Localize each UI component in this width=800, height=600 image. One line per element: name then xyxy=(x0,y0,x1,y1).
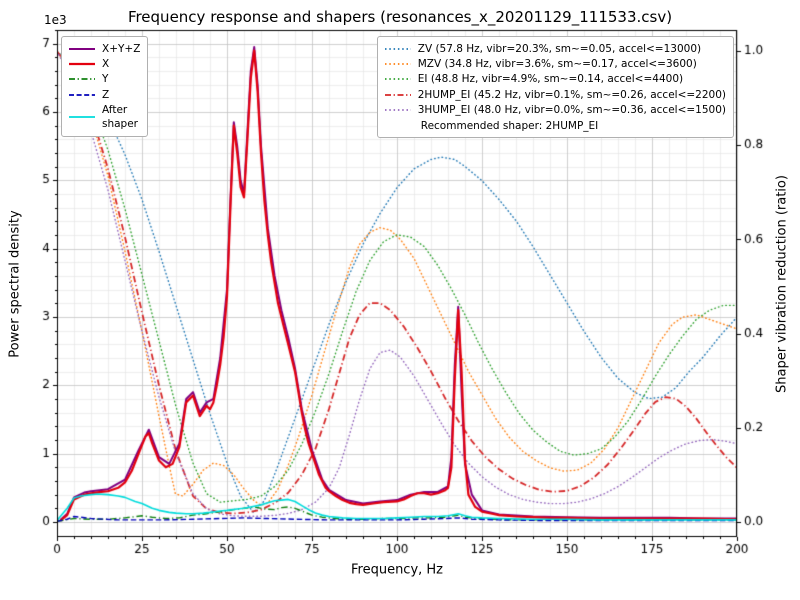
legend-item-mzv: MZV (34.8 Hz, vibr=3.6%, sm~=0.17, accel… xyxy=(384,57,726,71)
legend-right: ZV (57.8 Hz, vibr=20.3%, sm~=0.05, accel… xyxy=(376,36,734,139)
legend-item-label: MZV (34.8 Hz, vibr=3.6%, sm~=0.17, accel… xyxy=(417,58,697,71)
legend-item-label: 2HUMP_EI (45.2 Hz, vibr=0.1%, sm~=0.26, … xyxy=(417,88,726,101)
chart-title: Frequency response and shapers (resonanc… xyxy=(127,8,673,26)
legend-line-sample xyxy=(384,48,411,50)
legend-line-sample xyxy=(69,78,95,81)
legend-item-zv: ZV (57.8 Hz, vibr=20.3%, sm~=0.05, accel… xyxy=(384,42,726,56)
legend-item-xyz: X+Y+Z xyxy=(68,42,140,56)
legend-item-label: After shaper xyxy=(102,103,139,130)
legend-recommended-note: Recommended shaper: 2HUMP_EI xyxy=(420,119,599,132)
legend-right-rows: ZV (57.8 Hz, vibr=20.3%, sm~=0.05, accel… xyxy=(384,42,726,117)
legend-line-sample xyxy=(384,63,411,66)
legend-item-3hump-ei: 3HUMP_EI (48.0 Hz, vibr=0.0%, sm~=0.36, … xyxy=(384,103,726,117)
legend-item-label: 3HUMP_EI (48.0 Hz, vibr=0.0%, sm~=0.36, … xyxy=(417,103,726,116)
y-right-axis-label: Shaper vibration reduction (ratio) xyxy=(774,175,790,393)
legend-item-label: ZV (57.8 Hz, vibr=20.3%, sm~=0.05, accel… xyxy=(417,43,702,55)
legend-left-rows: X+Y+Z X Y Z After shaper xyxy=(68,42,140,131)
y-left-axis-label: Power spectral density xyxy=(7,210,23,358)
legend-item-label: X+Y+Z xyxy=(102,43,141,55)
legend-item-label: EI (48.8 Hz, vibr=4.9%, sm~=0.14, accel<… xyxy=(417,73,684,86)
legend-item-after-shaper: After shaper xyxy=(68,103,140,131)
legend-item-label: Y xyxy=(102,73,109,86)
legend-item-label: Z xyxy=(102,88,110,101)
legend-item-x: X xyxy=(68,57,140,71)
y-left-offset-label: 1e3 xyxy=(44,13,67,27)
legend-left: X+Y+Z X Y Z After shaper xyxy=(61,36,149,138)
legend-item-2hump-ei: 2HUMP_EI (45.2 Hz, vibr=0.1%, sm~=0.26, … xyxy=(384,88,726,102)
legend-line-sample xyxy=(384,108,411,111)
legend-item-y: Y xyxy=(68,72,140,86)
legend-line-sample xyxy=(69,116,95,118)
legend-line-sample xyxy=(69,63,95,66)
legend-line-sample xyxy=(69,48,95,51)
legend-item-z: Z xyxy=(68,88,140,102)
legend-item-ei: EI (48.8 Hz, vibr=4.9%, sm~=0.14, accel<… xyxy=(384,72,726,86)
legend-item-label: X xyxy=(102,58,110,71)
legend-line-sample xyxy=(384,93,411,96)
legend-line-sample xyxy=(384,78,411,81)
legend-line-sample xyxy=(69,93,95,96)
x-axis-label: Frequency, Hz xyxy=(350,562,444,578)
